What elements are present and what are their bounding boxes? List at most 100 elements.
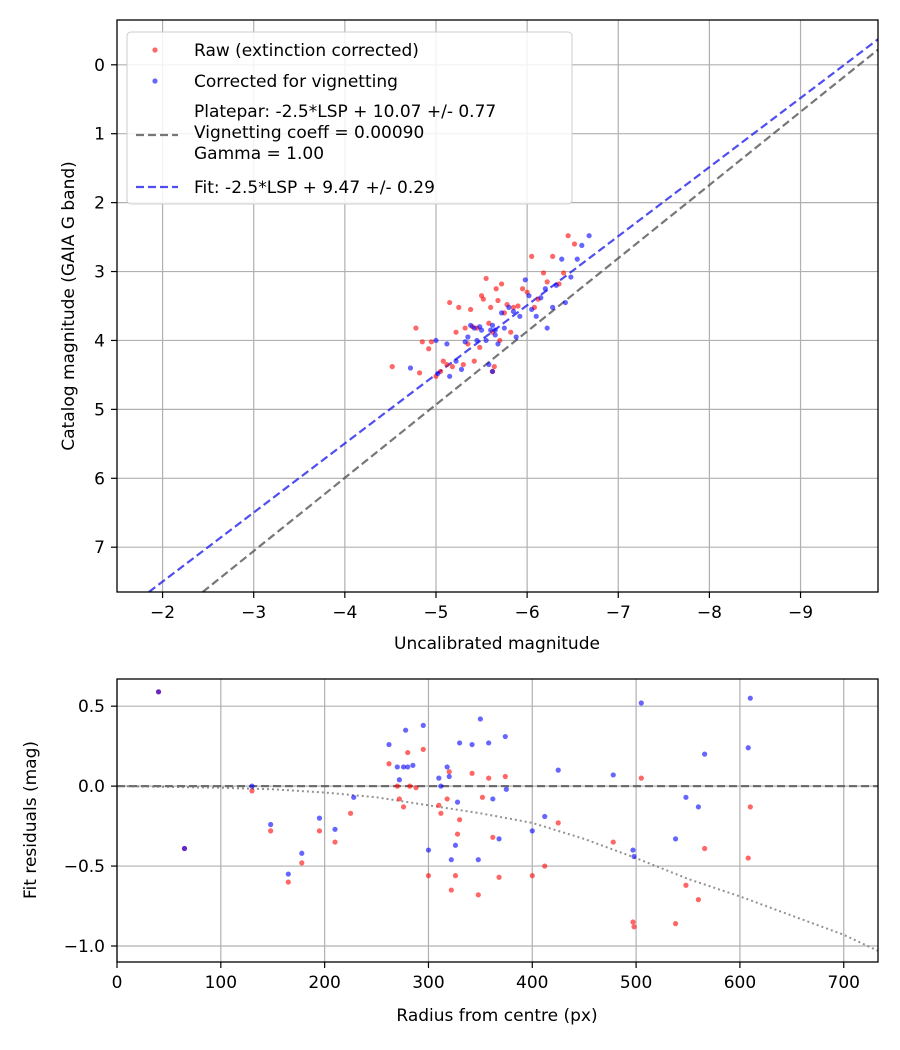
bottom-point-series-0 [496, 874, 502, 880]
top-point-series-0 [428, 339, 435, 345]
top-point-series-0 [480, 296, 486, 302]
top-point-series-1 [489, 322, 496, 328]
bottom-point-series-0 [332, 839, 338, 845]
bottom-point-series-0 [630, 919, 636, 925]
top-point-series-0 [488, 304, 494, 310]
top-point-series-1 [492, 327, 498, 333]
bottom-point-series-0 [542, 863, 548, 869]
top-x-tick-label: −7 [606, 603, 631, 623]
bottom-point-series-1 [503, 786, 509, 792]
bottom-x-axis-label: Radius from centre (px) [396, 1006, 597, 1026]
top-x-tick-label: −4 [332, 603, 357, 623]
top-point-series-1 [533, 313, 539, 319]
top-point-series-0 [477, 344, 483, 350]
top-y-tick-label: 3 [94, 263, 105, 283]
top-point-series-0 [440, 358, 446, 364]
bottom-point-series-0 [316, 828, 323, 834]
bottom-scatter-points [155, 689, 753, 930]
bottom-point-series-1 [502, 733, 508, 740]
legend-platepar-label: Platepar: -2.5*LSP + 10.07 +/- 0.77 Vigne… [194, 102, 496, 164]
top-point-series-1 [453, 358, 459, 364]
bottom-point-series-1 [555, 767, 561, 773]
top-point-series-0 [495, 297, 501, 304]
bottom-point-series-0 [695, 897, 701, 903]
top-point-series-0 [389, 364, 395, 370]
top-point-series-0 [413, 325, 419, 331]
bottom-x-tick-label: 100 [205, 973, 237, 993]
bottom-point-series-1 [386, 741, 392, 748]
bottom-point-series-1 [285, 871, 291, 877]
legend-raw-label: Raw (extinction corrected) [194, 41, 419, 61]
bottom-point-series-1 [610, 772, 616, 778]
bottom-point-series-0 [610, 839, 616, 845]
top-x-tick-label: −2 [150, 603, 175, 623]
bottom-point-series-1 [396, 777, 402, 783]
legend-platepar-line-2: Gamma = 1.00 [194, 144, 324, 164]
top-y-axis-label: Catalog magnitude (GAIA G band) [59, 161, 79, 451]
bottom-x-tick-label: 300 [412, 973, 444, 993]
top-point-series-0 [468, 306, 474, 313]
legend-platepar-line-0: Platepar: -2.5*LSP + 10.07 +/- 0.77 [194, 102, 496, 122]
top-x-ticks: −2 −3 −4 −5 −6 −7 −8 −9 [150, 592, 813, 623]
legend-raw-marker [152, 47, 158, 53]
bottom-point-series-0 [469, 770, 475, 776]
legend-platepar-line-1: Vignetting coeff = 0.00090 [194, 123, 424, 143]
bottom-point-series-0 [268, 828, 274, 834]
top-x-tick-label: −9 [788, 603, 813, 623]
top-point-series-1 [483, 337, 489, 344]
bottom-x-tick-label: 700 [828, 973, 860, 993]
bottom-point-series-0 [448, 887, 454, 893]
bottom-point-series-0 [683, 882, 689, 888]
top-y-tick-label: 6 [94, 469, 105, 489]
bottom-y-axis-label: Fit residuals (mag) [21, 741, 41, 899]
top-point-series-1 [471, 325, 477, 331]
top-line-series-3 [148, 38, 879, 593]
bottom-point-series-1 [542, 813, 548, 820]
top-point-series-1 [513, 334, 519, 340]
bottom-point-series-1 [457, 740, 463, 746]
bottom-point-series-0 [745, 855, 751, 861]
top-y-tick-label: 0 [94, 56, 105, 76]
top-point-series-0 [456, 304, 462, 310]
bottom-point-series-1 [448, 857, 454, 863]
top-point-series-1 [510, 308, 517, 315]
bottom-point-series-1 [745, 745, 751, 751]
bottom-point-series-0 [631, 924, 637, 930]
bottom-point-series-0 [486, 775, 492, 781]
top-point-series-0 [565, 233, 571, 239]
bottom-point-series-1 [351, 794, 357, 800]
top-point-series-1 [465, 334, 471, 340]
bottom-point-series-0 [285, 879, 291, 885]
bottom-point-series-1 [486, 740, 492, 746]
bottom-point-series-0 [638, 775, 644, 781]
top-point-series-1 [529, 306, 535, 313]
top-point-series-0 [571, 241, 578, 247]
bottom-point-series-1 [475, 857, 481, 863]
bottom-point-series-0 [436, 802, 442, 808]
top-point-series-1 [474, 337, 480, 344]
top-point-series-1 [553, 282, 559, 288]
bottom-y-tick-label: −0.5 [64, 857, 105, 877]
bottom-point-series-1 [268, 821, 274, 828]
top-point-series-1 [478, 327, 485, 333]
top-point-series-0 [515, 303, 521, 309]
top-point-series-0 [529, 253, 535, 259]
top-line-series-2 [202, 48, 879, 593]
top-point-series-1 [444, 341, 450, 347]
top-point-series-0 [426, 346, 432, 352]
bottom-point-series-1 [469, 741, 475, 748]
bottom-x-ticks: 0 100 200 300 400 500 600 700 [112, 962, 860, 993]
top-point-series-0 [560, 270, 567, 276]
bottom-point-series-1 [452, 842, 459, 848]
bottom-y-ticks: 0.5 0.0 −0.5 −1.0 [64, 697, 117, 957]
bottom-point-series-0 [396, 796, 402, 802]
bottom-point-series-1 [438, 783, 444, 789]
top-point-series-0 [510, 304, 517, 310]
top-point-series-0 [508, 329, 514, 335]
bottom-point-series-1 [496, 836, 502, 842]
top-point-series-1 [501, 325, 507, 331]
bottom-x-tick-label: 0 [112, 973, 123, 993]
bottom-point-series-0 [479, 794, 486, 800]
top-point-series-1 [486, 361, 492, 368]
bottom-point-series-1 [249, 783, 255, 789]
